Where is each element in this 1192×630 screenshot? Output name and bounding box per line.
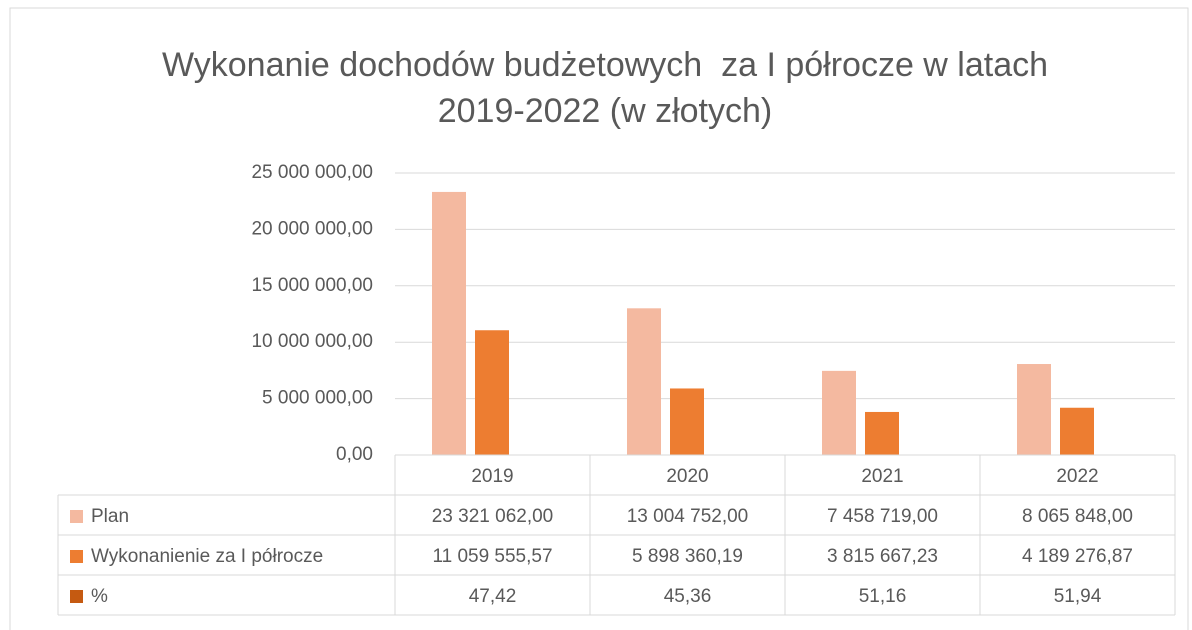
x-tick-label: 2019 bbox=[471, 466, 513, 487]
y-tick-label: 5 000 000,00 bbox=[262, 388, 373, 409]
table-cell: 45,36 bbox=[664, 586, 712, 607]
table-cell: 13 004 752,00 bbox=[627, 506, 749, 527]
x-tick-label: 2022 bbox=[1056, 466, 1098, 487]
legend-label: Wykonanienie za I półrocze bbox=[91, 546, 323, 567]
legend-label: Plan bbox=[91, 506, 129, 527]
table-cell: 5 898 360,19 bbox=[632, 546, 743, 567]
y-tick-label: 15 000 000,00 bbox=[251, 275, 373, 296]
bar bbox=[865, 411, 899, 455]
table-cell: 51,16 bbox=[859, 586, 907, 607]
y-tick-label: 0,00 bbox=[336, 444, 373, 465]
legend-swatch bbox=[70, 590, 83, 603]
table-cell: 51,94 bbox=[1054, 586, 1102, 607]
bar bbox=[627, 308, 661, 455]
bar bbox=[822, 370, 856, 455]
bar bbox=[1017, 364, 1051, 455]
table-cell: 7 458 719,00 bbox=[827, 506, 938, 527]
legend-label: % bbox=[91, 586, 108, 607]
legend-swatch bbox=[70, 550, 83, 563]
table-cell: 11 059 555,57 bbox=[432, 546, 552, 567]
bar bbox=[670, 388, 704, 455]
chart-border bbox=[9, 7, 1189, 630]
bar bbox=[432, 191, 466, 455]
y-tick-label: 10 000 000,00 bbox=[251, 331, 373, 352]
x-tick-label: 2021 bbox=[861, 466, 903, 487]
chart-title: Wykonanie dochodów budżetowych za I półr… bbox=[161, 46, 1058, 130]
table-cell: 23 321 062,00 bbox=[432, 506, 554, 527]
y-tick-label: 25 000 000,00 bbox=[251, 162, 373, 183]
y-tick-label: 20 000 000,00 bbox=[251, 218, 373, 239]
table-cell: 3 815 667,23 bbox=[827, 546, 938, 567]
bar bbox=[475, 330, 509, 455]
legend-swatch bbox=[70, 510, 83, 523]
bar bbox=[1060, 407, 1094, 455]
table-cell: 47,42 bbox=[469, 586, 517, 607]
table-cell: 8 065 848,00 bbox=[1022, 506, 1133, 527]
x-tick-label: 2020 bbox=[666, 466, 708, 487]
table-cell: 4 189 276,87 bbox=[1022, 546, 1133, 567]
